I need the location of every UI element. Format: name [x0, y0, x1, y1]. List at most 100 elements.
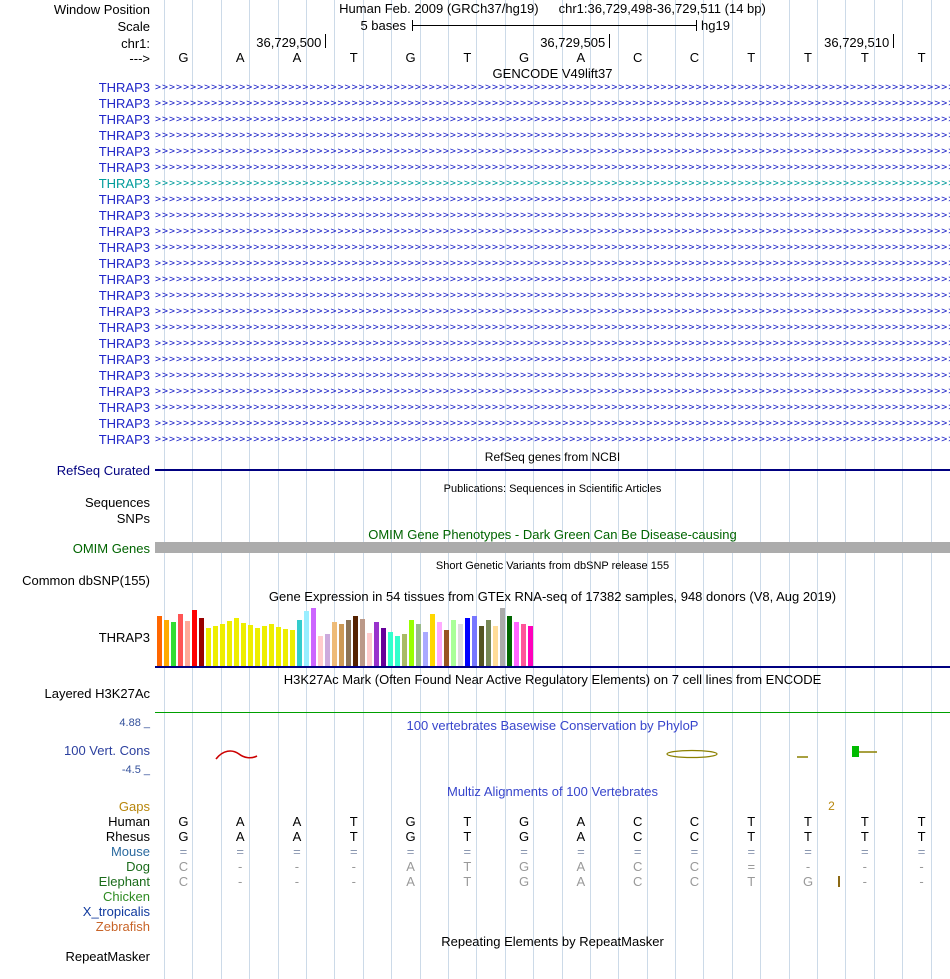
gtex-tissue-bar[interactable] — [528, 626, 533, 666]
gencode-gene-label[interactable]: THRAP3 — [98, 240, 150, 255]
refseq-gene-bar[interactable] — [155, 469, 950, 471]
gtex-tissue-bar[interactable] — [493, 626, 498, 666]
gtex-tissue-bar[interactable] — [234, 618, 239, 666]
gtex-tissue-bar[interactable] — [290, 630, 295, 666]
gtex-tissue-bar[interactable] — [360, 619, 365, 666]
gencode-gene-label[interactable]: THRAP3 — [98, 112, 150, 127]
gtex-tissue-bar[interactable] — [374, 622, 379, 666]
gencode-gene-arrows[interactable]: >>>>>>>>>>>>>>>>>>>>>>>>>>>>>>>>>>>>>>>>… — [155, 386, 950, 397]
gencode-gene-arrows[interactable]: >>>>>>>>>>>>>>>>>>>>>>>>>>>>>>>>>>>>>>>>… — [155, 322, 950, 333]
conservation-label[interactable]: 100 Vert. Cons — [64, 743, 150, 758]
dbsnp-label[interactable]: Common dbSNP(155) — [22, 573, 150, 588]
gtex-tissue-bar[interactable] — [395, 636, 400, 666]
gtex-tissue-bar[interactable] — [241, 623, 246, 666]
gencode-gene-arrows[interactable]: >>>>>>>>>>>>>>>>>>>>>>>>>>>>>>>>>>>>>>>>… — [155, 418, 950, 429]
gencode-gene-arrows[interactable]: >>>>>>>>>>>>>>>>>>>>>>>>>>>>>>>>>>>>>>>>… — [155, 434, 950, 445]
gencode-gene-arrows[interactable]: >>>>>>>>>>>>>>>>>>>>>>>>>>>>>>>>>>>>>>>>… — [155, 162, 950, 173]
gtex-tissue-bar[interactable] — [297, 620, 302, 666]
gencode-gene-arrows[interactable]: >>>>>>>>>>>>>>>>>>>>>>>>>>>>>>>>>>>>>>>>… — [155, 82, 950, 93]
gtex-tissue-bar[interactable] — [402, 634, 407, 666]
repeatmasker-label[interactable]: RepeatMasker — [65, 949, 150, 964]
gtex-tissue-bar[interactable] — [346, 620, 351, 666]
gtex-tissue-bar[interactable] — [472, 616, 477, 666]
multiz-label-x_tropicalis[interactable]: X_tropicalis — [82, 904, 150, 919]
gtex-tissue-bar[interactable] — [192, 610, 197, 666]
multiz-label-zebrafish[interactable]: Zebrafish — [95, 919, 150, 934]
gencode-gene-label[interactable]: THRAP3 — [98, 208, 150, 223]
gencode-gene-arrows[interactable]: >>>>>>>>>>>>>>>>>>>>>>>>>>>>>>>>>>>>>>>>… — [155, 226, 950, 237]
gencode-gene-label[interactable]: THRAP3 — [98, 432, 150, 447]
gencode-gene-label[interactable]: THRAP3 — [98, 368, 150, 383]
gtex-tissue-bar[interactable] — [206, 628, 211, 666]
gtex-tissue-bar[interactable] — [514, 622, 519, 666]
gencode-gene-label[interactable]: THRAP3 — [98, 176, 150, 191]
gencode-gene-arrows[interactable]: >>>>>>>>>>>>>>>>>>>>>>>>>>>>>>>>>>>>>>>>… — [155, 354, 950, 365]
gtex-tissue-bar[interactable] — [220, 624, 225, 666]
gencode-gene-label[interactable]: THRAP3 — [98, 160, 150, 175]
multiz-label-gaps[interactable]: Gaps — [118, 799, 150, 814]
gtex-tissue-bar[interactable] — [255, 628, 260, 666]
gtex-tissue-bar[interactable] — [164, 620, 169, 666]
gtex-tissue-bar[interactable] — [409, 620, 414, 666]
gtex-tissue-bar[interactable] — [416, 624, 421, 666]
gtex-tissue-bar[interactable] — [213, 626, 218, 666]
gtex-tissue-bar[interactable] — [185, 621, 190, 666]
gtex-tissue-bar[interactable] — [311, 608, 316, 666]
gencode-gene-arrows[interactable]: >>>>>>>>>>>>>>>>>>>>>>>>>>>>>>>>>>>>>>>>… — [155, 194, 950, 205]
gencode-gene-arrows[interactable]: >>>>>>>>>>>>>>>>>>>>>>>>>>>>>>>>>>>>>>>>… — [155, 258, 950, 269]
gtex-tissue-bar[interactable] — [276, 627, 281, 666]
gtex-tissue-bar[interactable] — [269, 624, 274, 666]
gencode-gene-label[interactable]: THRAP3 — [98, 304, 150, 319]
omim-gene-bar[interactable] — [155, 542, 950, 553]
multiz-label-human[interactable]: Human — [108, 814, 150, 829]
omim-label[interactable]: OMIM Genes — [72, 541, 150, 556]
gencode-gene-arrows[interactable]: >>>>>>>>>>>>>>>>>>>>>>>>>>>>>>>>>>>>>>>>… — [155, 290, 950, 301]
gtex-tissue-bar[interactable] — [479, 626, 484, 666]
gtex-tissue-bar[interactable] — [304, 611, 309, 666]
gtex-tissue-bar[interactable] — [430, 614, 435, 666]
gencode-gene-arrows[interactable]: >>>>>>>>>>>>>>>>>>>>>>>>>>>>>>>>>>>>>>>>… — [155, 338, 950, 349]
gencode-gene-label[interactable]: THRAP3 — [98, 320, 150, 335]
gencode-gene-label[interactable]: THRAP3 — [98, 416, 150, 431]
gencode-gene-arrows[interactable]: >>>>>>>>>>>>>>>>>>>>>>>>>>>>>>>>>>>>>>>>… — [155, 210, 950, 221]
gtex-tissue-bar[interactable] — [157, 616, 162, 666]
h3k27ac-label[interactable]: Layered H3K27Ac — [44, 686, 150, 701]
gencode-gene-label[interactable]: THRAP3 — [98, 336, 150, 351]
gtex-tissue-bar[interactable] — [451, 620, 456, 666]
gencode-gene-arrows[interactable]: >>>>>>>>>>>>>>>>>>>>>>>>>>>>>>>>>>>>>>>>… — [155, 242, 950, 253]
gtex-tissue-bar[interactable] — [262, 626, 267, 666]
snps-label[interactable]: SNPs — [116, 511, 150, 526]
multiz-label-elephant[interactable]: Elephant — [98, 874, 150, 889]
gtex-tissue-bar[interactable] — [458, 624, 463, 666]
gtex-tissue-bar[interactable] — [388, 632, 393, 666]
gtex-tissue-bar[interactable] — [500, 608, 505, 666]
gtex-tissue-bar[interactable] — [199, 618, 204, 666]
gtex-tissue-bar[interactable] — [227, 621, 232, 666]
multiz-label-chicken[interactable]: Chicken — [103, 889, 150, 904]
gencode-gene-label[interactable]: THRAP3 — [98, 272, 150, 287]
gencode-gene-arrows[interactable]: >>>>>>>>>>>>>>>>>>>>>>>>>>>>>>>>>>>>>>>>… — [155, 306, 950, 317]
gtex-tissue-bar[interactable] — [325, 634, 330, 666]
gencode-gene-arrows[interactable]: >>>>>>>>>>>>>>>>>>>>>>>>>>>>>>>>>>>>>>>>… — [155, 98, 950, 109]
gencode-gene-label[interactable]: THRAP3 — [98, 96, 150, 111]
gtex-tissue-bar[interactable] — [332, 622, 337, 666]
gencode-gene-arrows[interactable]: >>>>>>>>>>>>>>>>>>>>>>>>>>>>>>>>>>>>>>>>… — [155, 130, 950, 141]
gtex-tissue-bar[interactable] — [507, 616, 512, 666]
gencode-gene-arrows[interactable]: >>>>>>>>>>>>>>>>>>>>>>>>>>>>>>>>>>>>>>>>… — [155, 178, 950, 189]
gencode-gene-arrows[interactable]: >>>>>>>>>>>>>>>>>>>>>>>>>>>>>>>>>>>>>>>>… — [155, 274, 950, 285]
gtex-tissue-bar[interactable] — [171, 622, 176, 666]
gtex-gene-label[interactable]: THRAP3 — [98, 630, 150, 645]
gtex-tissue-bar[interactable] — [353, 616, 358, 666]
gencode-gene-label[interactable]: THRAP3 — [98, 352, 150, 367]
gencode-gene-label[interactable]: THRAP3 — [98, 128, 150, 143]
gtex-tissue-bar[interactable] — [283, 629, 288, 666]
gencode-gene-arrows[interactable]: >>>>>>>>>>>>>>>>>>>>>>>>>>>>>>>>>>>>>>>>… — [155, 402, 950, 413]
multiz-label-rhesus[interactable]: Rhesus — [105, 829, 150, 844]
gtex-tissue-bar[interactable] — [465, 618, 470, 666]
gtex-tissue-bar[interactable] — [444, 630, 449, 666]
gtex-tissue-bar[interactable] — [339, 624, 344, 666]
gencode-gene-arrows[interactable]: >>>>>>>>>>>>>>>>>>>>>>>>>>>>>>>>>>>>>>>>… — [155, 146, 950, 157]
gtex-tissue-bar[interactable] — [178, 614, 183, 666]
gtex-tissue-bar[interactable] — [521, 624, 526, 666]
multiz-label-dog[interactable]: Dog — [126, 859, 150, 874]
